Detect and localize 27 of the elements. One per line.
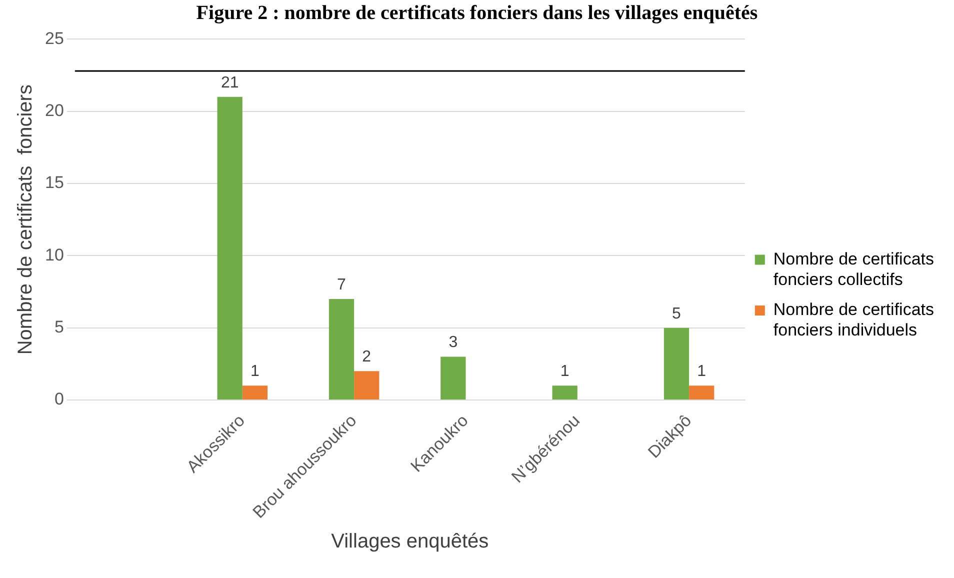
bar xyxy=(440,356,466,400)
chart-title: Figure 2 : nombre de certificats fonciers dans les villages enquêtés xyxy=(195,1,759,26)
y-tick-label: 15 xyxy=(44,173,64,192)
y-tick-label: 25 xyxy=(44,28,64,48)
y-tick-label: 5 xyxy=(54,318,64,337)
y-tick-label: 20 xyxy=(44,101,64,120)
legend-label: Nombre de certificats fonciers individuels xyxy=(773,300,934,340)
y-tick-label: 0 xyxy=(54,390,64,409)
data-label: 21 xyxy=(220,74,239,92)
bar xyxy=(689,386,714,400)
x-axis-title: Villages enquêtés xyxy=(331,530,489,553)
bar xyxy=(664,328,690,400)
bar xyxy=(217,96,242,400)
bar xyxy=(328,298,354,400)
data-label: 1 xyxy=(250,362,260,380)
bar xyxy=(552,386,578,400)
legend-label: Nombre de certificats fonciers collectifs xyxy=(773,249,934,289)
y-axis-title: Nombre de certificats fonciers xyxy=(14,84,37,355)
data-label: 7 xyxy=(337,276,346,294)
y-tick-label: 10 xyxy=(44,245,64,264)
data-label: 3 xyxy=(448,334,458,352)
data-label: 5 xyxy=(672,305,682,322)
data-label: 1 xyxy=(560,362,570,380)
bar xyxy=(242,386,268,400)
data-label: 2 xyxy=(362,348,372,366)
data-label: 1 xyxy=(697,362,706,380)
bar xyxy=(354,371,380,400)
